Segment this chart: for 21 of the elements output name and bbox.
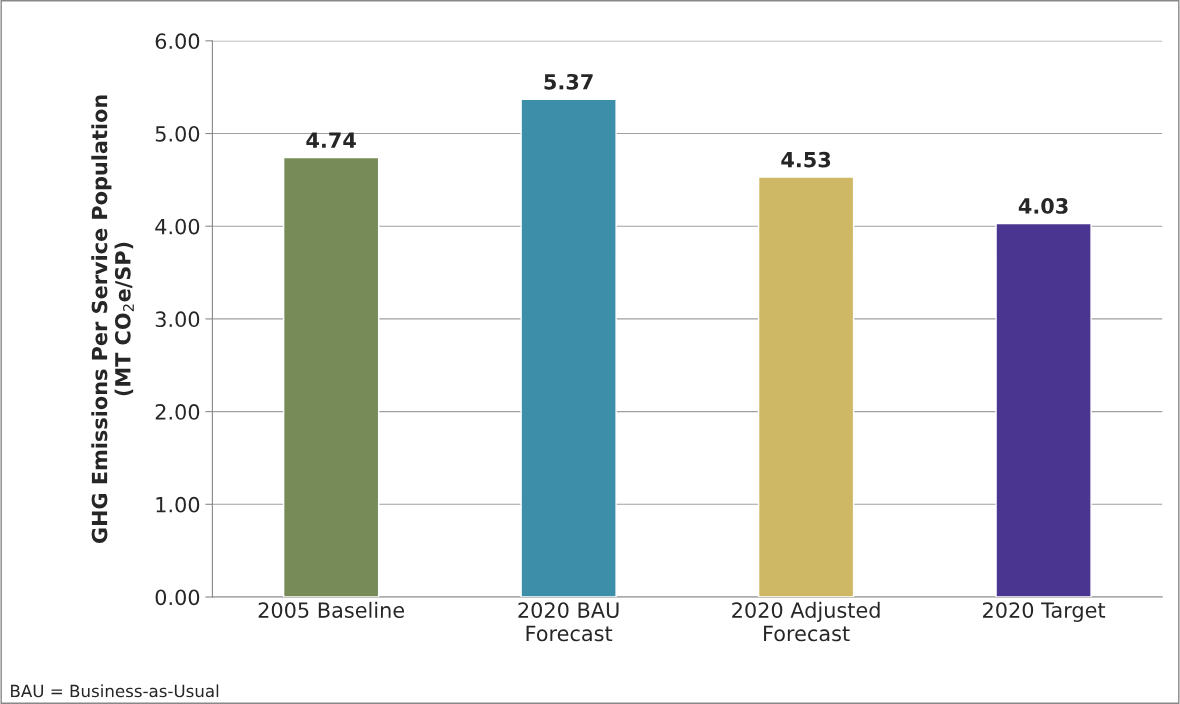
y-tick-label: 5.00 bbox=[155, 125, 200, 142]
bar bbox=[995, 222, 1092, 597]
data-label: 5.37 bbox=[544, 73, 593, 90]
y-tick-label: 0.00 bbox=[155, 589, 200, 606]
y-tick-label: 2.00 bbox=[155, 404, 200, 420]
data-label: 4.74 bbox=[306, 132, 356, 148]
data-label: 4.03 bbox=[1018, 198, 1068, 214]
x-tick-label: 2020 BAU Forecast bbox=[518, 602, 619, 642]
bar bbox=[282, 156, 380, 597]
x-tick-label: 2005 Baseline bbox=[258, 601, 405, 618]
bar bbox=[757, 176, 855, 597]
x-tick-label: 2020 Target bbox=[983, 602, 1106, 623]
y-tick-label: 3.00 bbox=[155, 311, 200, 328]
y-tick-label: 4.00 bbox=[155, 218, 200, 235]
y-axis-title: GHG Emissions Per Service Population (MT CO$_{2}$e/SP) bbox=[91, 95, 134, 544]
data-label: 4.53 bbox=[781, 151, 831, 168]
bar bbox=[520, 98, 617, 597]
text: BAU = Business-as-Usual bbox=[11, 684, 219, 698]
y-tick-label: 6.00 bbox=[155, 33, 200, 50]
x-tick-label: 2020 Adjusted Forecast bbox=[732, 601, 880, 642]
y-tick-label: 1.00 bbox=[156, 496, 200, 513]
